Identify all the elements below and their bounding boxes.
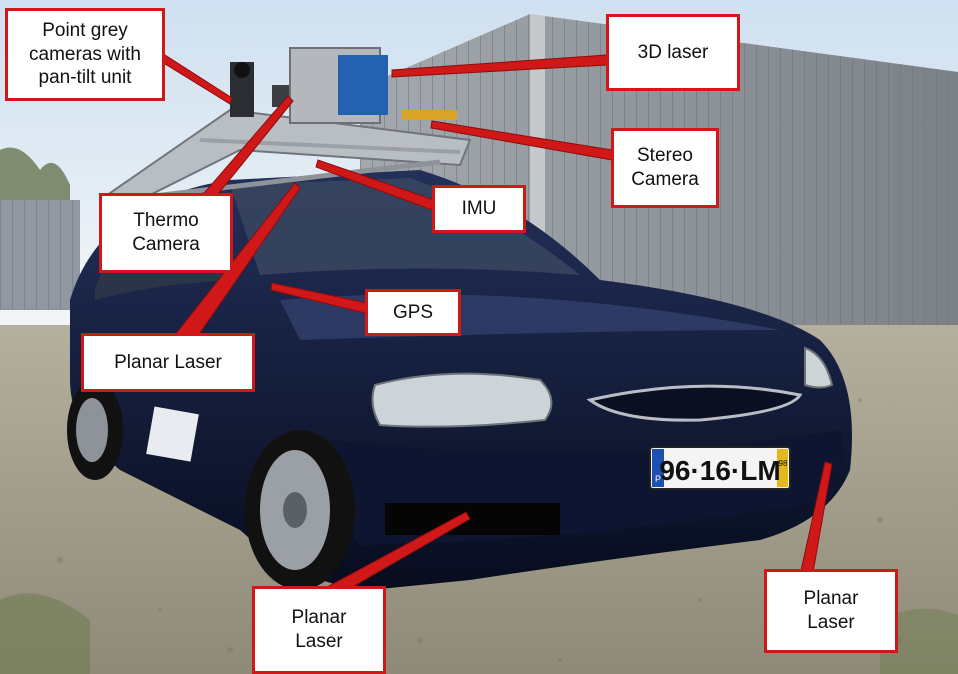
roof-rack	[98, 47, 472, 217]
headlight-left	[371, 372, 553, 428]
label-planar-laser-top: Planar Laser	[81, 333, 255, 392]
license-plate-text: 96·16·LM	[659, 455, 780, 486]
car: 96·16·LM P 98	[67, 170, 852, 590]
label-gps: GPS	[365, 289, 461, 336]
laser-3d-scanner	[338, 55, 388, 115]
label-planar-laser-bottom: Planar Laser	[252, 586, 386, 674]
windshield	[230, 178, 580, 275]
redaction-bar	[385, 503, 560, 535]
label-stereo-camera: Stereo Camera	[611, 128, 719, 208]
stereo-camera-bar	[402, 110, 457, 120]
label-thermo-camera: Thermo Camera	[99, 193, 233, 273]
label-3d-laser: 3D laser	[606, 14, 740, 91]
grille	[586, 384, 803, 422]
headlight-right	[804, 346, 834, 389]
plate-year: 98	[779, 459, 788, 468]
label-imu: IMU	[432, 185, 526, 233]
label-point-grey-cameras: Point grey cameras with pan-tilt unit	[5, 8, 165, 101]
label-planar-laser-right: Planar Laser	[764, 569, 898, 653]
callout-pointers	[161, 54, 833, 598]
license-plate	[649, 446, 791, 490]
plate-country: P	[655, 474, 661, 484]
